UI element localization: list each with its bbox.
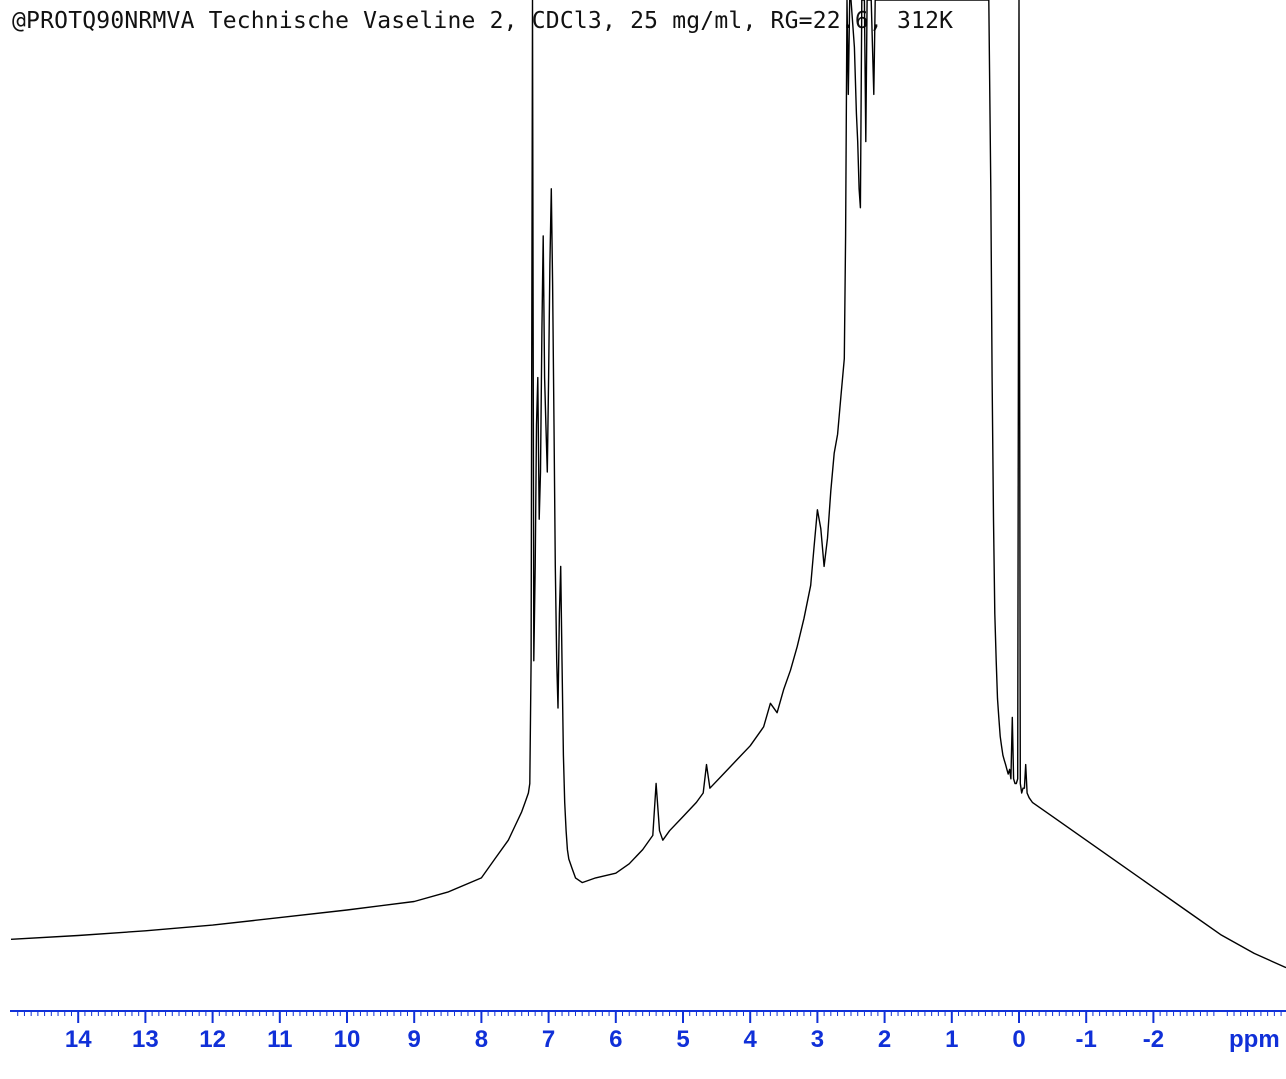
x-tick-label: 14 (65, 1026, 92, 1053)
x-tick-label: 0 (1012, 1026, 1025, 1053)
ppm-axis: 14 13 12 11 10 9 8 7 6 5 4 3 2 1 0 -1 -2 (10, 1010, 1286, 1053)
spectrum-trace (10, 0, 1286, 969)
x-tick-label: 2 (878, 1026, 891, 1053)
x-tick-label: 6 (609, 1026, 622, 1053)
x-tick-label: 7 (542, 1026, 555, 1053)
spectrum-trace-layer (10, 0, 1286, 969)
x-tick-label: 1 (945, 1026, 958, 1053)
x-tick-label: -2 (1143, 1026, 1164, 1053)
x-tick-label: 4 (744, 1026, 758, 1053)
x-tick-label: 13 (132, 1026, 159, 1053)
x-tick-label: 12 (199, 1026, 226, 1053)
x-tick-label: -1 (1076, 1026, 1097, 1053)
x-tick-label: 5 (676, 1026, 689, 1053)
x-tick-label: 9 (408, 1026, 421, 1053)
ppm-unit-label: ppm (1229, 1026, 1280, 1053)
x-tick-label: 11 (267, 1026, 292, 1053)
x-tick-label: 8 (475, 1026, 488, 1053)
x-tick-label: 10 (334, 1026, 361, 1053)
x-tick-label: 3 (811, 1026, 824, 1053)
spectrum-title: @PROTQ90NRMVA Technische Vaseline 2, CDC… (12, 8, 954, 34)
